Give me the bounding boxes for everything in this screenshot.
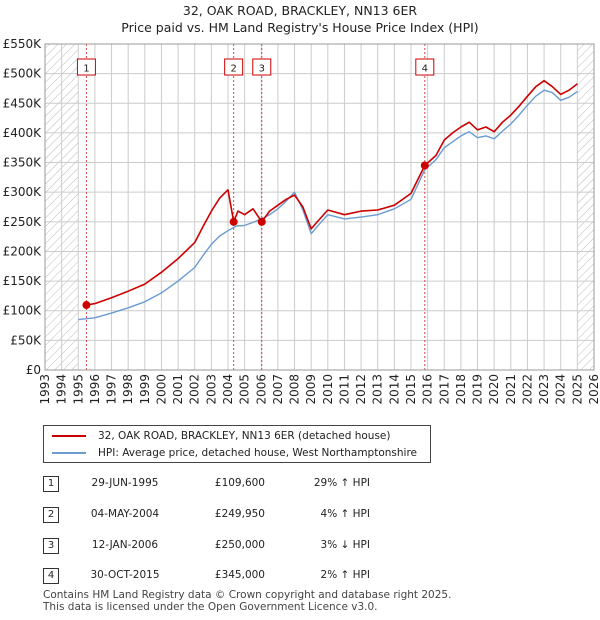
x-tick-label: 2015	[404, 374, 418, 405]
x-tick-label: 2010	[321, 374, 335, 405]
legend-label-property: 32, OAK ROAD, BRACKLEY, NN13 6ER (detach…	[98, 430, 390, 442]
x-tick-label: 1998	[121, 374, 135, 405]
x-tick-label: 1996	[88, 374, 102, 405]
sale-point	[82, 301, 90, 309]
sale-marker-label: 1	[83, 64, 89, 75]
plot-frame	[45, 44, 594, 370]
x-tick-label: 2016	[421, 374, 435, 405]
y-tick-label: £500K	[3, 67, 43, 81]
y-tick-label: £550K	[3, 37, 43, 51]
sale-marker-label: 3	[259, 64, 265, 75]
table-row: 3 12-JAN-2006 £250,000 3% ↓ HPI	[0, 536, 600, 556]
x-tick-label: 2007	[271, 374, 285, 405]
x-tick-label: 2025	[570, 374, 584, 405]
transaction-date: 04-MAY-2004	[85, 508, 165, 520]
sale-point	[421, 162, 429, 170]
sale-point	[258, 218, 266, 226]
footer-attribution: Contains HM Land Registry data © Crown c…	[43, 589, 451, 613]
x-tick-label: 2024	[554, 374, 568, 405]
transaction-date: 12-JAN-2006	[85, 539, 165, 551]
transaction-price: £249,950	[195, 508, 265, 520]
y-tick-label: £250K	[3, 215, 43, 229]
x-tick-label: 2004	[221, 374, 235, 405]
y-tick-label: £450K	[3, 96, 43, 110]
y-tick-label: £400K	[3, 126, 43, 140]
y-tick-label: £200K	[3, 244, 43, 258]
x-tick-label: 2022	[520, 374, 534, 405]
x-tick-label: 2014	[387, 374, 401, 405]
x-tick-label: 2001	[171, 374, 185, 405]
x-tick-label: 2006	[254, 374, 268, 405]
x-tick-label: 2023	[537, 374, 551, 405]
y-tick-label: £100K	[3, 304, 43, 318]
table-row: 2 04-MAY-2004 £249,950 4% ↑ HPI	[0, 505, 600, 525]
x-tick-label: 1993	[38, 374, 52, 405]
sale-marker-label: 2	[230, 64, 236, 75]
x-tick-label: 2005	[238, 374, 252, 405]
series-line-property	[87, 81, 578, 305]
y-tick-label: £150K	[3, 274, 43, 288]
transaction-number: 1	[43, 476, 59, 492]
transaction-price: £345,000	[195, 569, 265, 581]
x-tick-label: 1999	[138, 374, 152, 405]
x-tick-label: 2012	[354, 374, 368, 405]
footer-copyright: Contains HM Land Registry data © Crown c…	[43, 589, 451, 601]
legend-item-hpi: HPI: Average price, detached house, West…	[52, 445, 417, 461]
hatched-region	[577, 44, 594, 370]
transaction-price: £109,600	[195, 477, 265, 489]
x-tick-label: 2003	[204, 374, 218, 405]
x-tick-label: 2002	[188, 374, 202, 405]
x-tick-label: 2020	[487, 374, 501, 405]
x-tick-label: 1997	[105, 374, 119, 405]
sale-point	[230, 218, 238, 226]
x-tick-label: 2013	[371, 374, 385, 405]
transaction-number: 2	[43, 507, 59, 523]
footer-licence: This data is licensed under the Open Gov…	[43, 601, 451, 613]
table-row: 4 30-OCT-2015 £345,000 2% ↑ HPI	[0, 566, 600, 586]
transaction-hpi-diff: 29% ↑ HPI	[280, 477, 370, 489]
legend-swatch-property	[52, 435, 86, 437]
x-tick-label: 2026	[587, 374, 600, 405]
legend-swatch-hpi	[52, 452, 86, 454]
y-tick-label: £350K	[3, 156, 43, 170]
legend-label-hpi: HPI: Average price, detached house, West…	[98, 447, 417, 459]
x-tick-label: 2009	[304, 374, 318, 405]
transaction-price: £250,000	[195, 539, 265, 551]
x-tick-label: 2011	[337, 374, 351, 405]
x-tick-label: 2019	[471, 374, 485, 405]
x-tick-label: 2008	[288, 374, 302, 405]
x-tick-label: 2018	[454, 374, 468, 405]
transaction-date: 29-JUN-1995	[85, 477, 165, 489]
x-tick-label: 2000	[154, 374, 168, 405]
transaction-hpi-diff: 4% ↑ HPI	[280, 508, 370, 520]
x-tick-label: 2021	[504, 374, 518, 405]
legend-item-property: 32, OAK ROAD, BRACKLEY, NN13 6ER (detach…	[52, 428, 390, 444]
transaction-date: 30-OCT-2015	[85, 569, 165, 581]
transaction-number: 3	[43, 538, 59, 554]
transaction-number: 4	[43, 568, 59, 584]
y-tick-label: £50K	[10, 333, 42, 347]
sale-marker-label: 4	[422, 64, 428, 75]
transaction-hpi-diff: 3% ↓ HPI	[280, 539, 370, 551]
x-tick-label: 1994	[55, 374, 69, 405]
transaction-hpi-diff: 2% ↑ HPI	[280, 569, 370, 581]
y-tick-label: £300K	[3, 185, 43, 199]
x-tick-label: 1995	[71, 374, 85, 405]
chart-legend: 32, OAK ROAD, BRACKLEY, NN13 6ER (detach…	[43, 425, 431, 463]
x-tick-label: 2017	[437, 374, 451, 405]
table-row: 1 29-JUN-1995 £109,600 29% ↑ HPI	[0, 474, 600, 494]
